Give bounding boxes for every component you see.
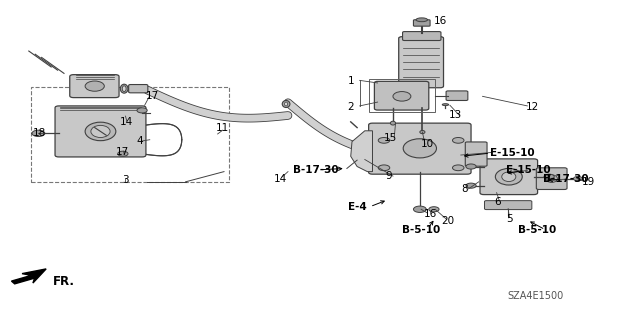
Text: 16: 16	[434, 16, 447, 26]
FancyBboxPatch shape	[374, 81, 429, 110]
Polygon shape	[12, 269, 46, 284]
Text: B-17-30: B-17-30	[293, 165, 339, 175]
Text: 11: 11	[216, 123, 229, 133]
Ellipse shape	[403, 139, 436, 158]
Circle shape	[429, 207, 439, 212]
Text: E-15-10: E-15-10	[490, 148, 534, 158]
Text: 15: 15	[384, 133, 397, 143]
Text: B-5-10: B-5-10	[402, 225, 440, 235]
Circle shape	[466, 164, 476, 169]
Text: 2: 2	[348, 102, 354, 112]
Circle shape	[466, 183, 476, 188]
Circle shape	[378, 137, 390, 143]
Ellipse shape	[122, 86, 126, 92]
Text: 14: 14	[120, 117, 133, 127]
Circle shape	[413, 206, 426, 212]
Text: 20: 20	[442, 216, 454, 226]
Text: E-15-10: E-15-10	[506, 165, 551, 175]
Ellipse shape	[85, 81, 104, 91]
Text: 17: 17	[146, 91, 159, 101]
Text: 6: 6	[495, 197, 501, 207]
Ellipse shape	[91, 125, 110, 137]
Text: 3: 3	[122, 175, 129, 185]
Text: 1: 1	[348, 76, 354, 86]
FancyBboxPatch shape	[484, 201, 532, 210]
Text: 16: 16	[424, 209, 436, 219]
Text: 17: 17	[116, 147, 129, 158]
FancyBboxPatch shape	[369, 123, 471, 174]
Ellipse shape	[442, 104, 449, 106]
FancyBboxPatch shape	[70, 75, 119, 98]
FancyBboxPatch shape	[129, 85, 148, 93]
Circle shape	[137, 108, 147, 113]
Text: SZA4E1500: SZA4E1500	[507, 291, 563, 301]
Ellipse shape	[420, 130, 425, 134]
FancyBboxPatch shape	[399, 37, 444, 88]
FancyBboxPatch shape	[536, 168, 567, 189]
Text: 19: 19	[582, 177, 595, 187]
Text: B-17-30: B-17-30	[543, 174, 589, 184]
Circle shape	[573, 176, 582, 181]
Text: 13: 13	[449, 110, 462, 121]
Text: E-4: E-4	[348, 202, 367, 212]
Ellipse shape	[502, 172, 516, 182]
FancyBboxPatch shape	[446, 91, 468, 100]
Circle shape	[378, 165, 390, 171]
Text: 10: 10	[421, 139, 434, 149]
Text: FR.: FR.	[52, 275, 74, 288]
Text: 14: 14	[274, 174, 287, 184]
Text: B-5-10: B-5-10	[518, 225, 557, 235]
FancyBboxPatch shape	[480, 159, 538, 195]
Ellipse shape	[416, 18, 428, 22]
Circle shape	[118, 151, 128, 156]
Text: 7: 7	[545, 174, 551, 184]
Text: 5: 5	[506, 214, 513, 225]
Text: 12: 12	[526, 102, 539, 112]
Ellipse shape	[85, 122, 116, 141]
Ellipse shape	[282, 100, 290, 108]
Ellipse shape	[120, 84, 128, 93]
FancyBboxPatch shape	[55, 106, 146, 157]
Text: 4: 4	[136, 136, 143, 146]
Circle shape	[452, 137, 464, 143]
Text: 8: 8	[461, 184, 468, 194]
FancyBboxPatch shape	[413, 20, 430, 26]
Circle shape	[544, 174, 554, 179]
Ellipse shape	[284, 102, 288, 106]
Ellipse shape	[495, 168, 522, 185]
Ellipse shape	[546, 175, 557, 182]
Circle shape	[452, 165, 464, 171]
Circle shape	[32, 130, 45, 137]
Text: 18: 18	[33, 128, 46, 138]
Polygon shape	[351, 131, 372, 172]
Text: 9: 9	[386, 171, 392, 181]
Bar	[31, 87, 229, 182]
FancyBboxPatch shape	[403, 32, 441, 41]
FancyBboxPatch shape	[465, 142, 487, 166]
Ellipse shape	[390, 121, 396, 125]
Bar	[369, 79, 435, 112]
Ellipse shape	[393, 92, 411, 101]
